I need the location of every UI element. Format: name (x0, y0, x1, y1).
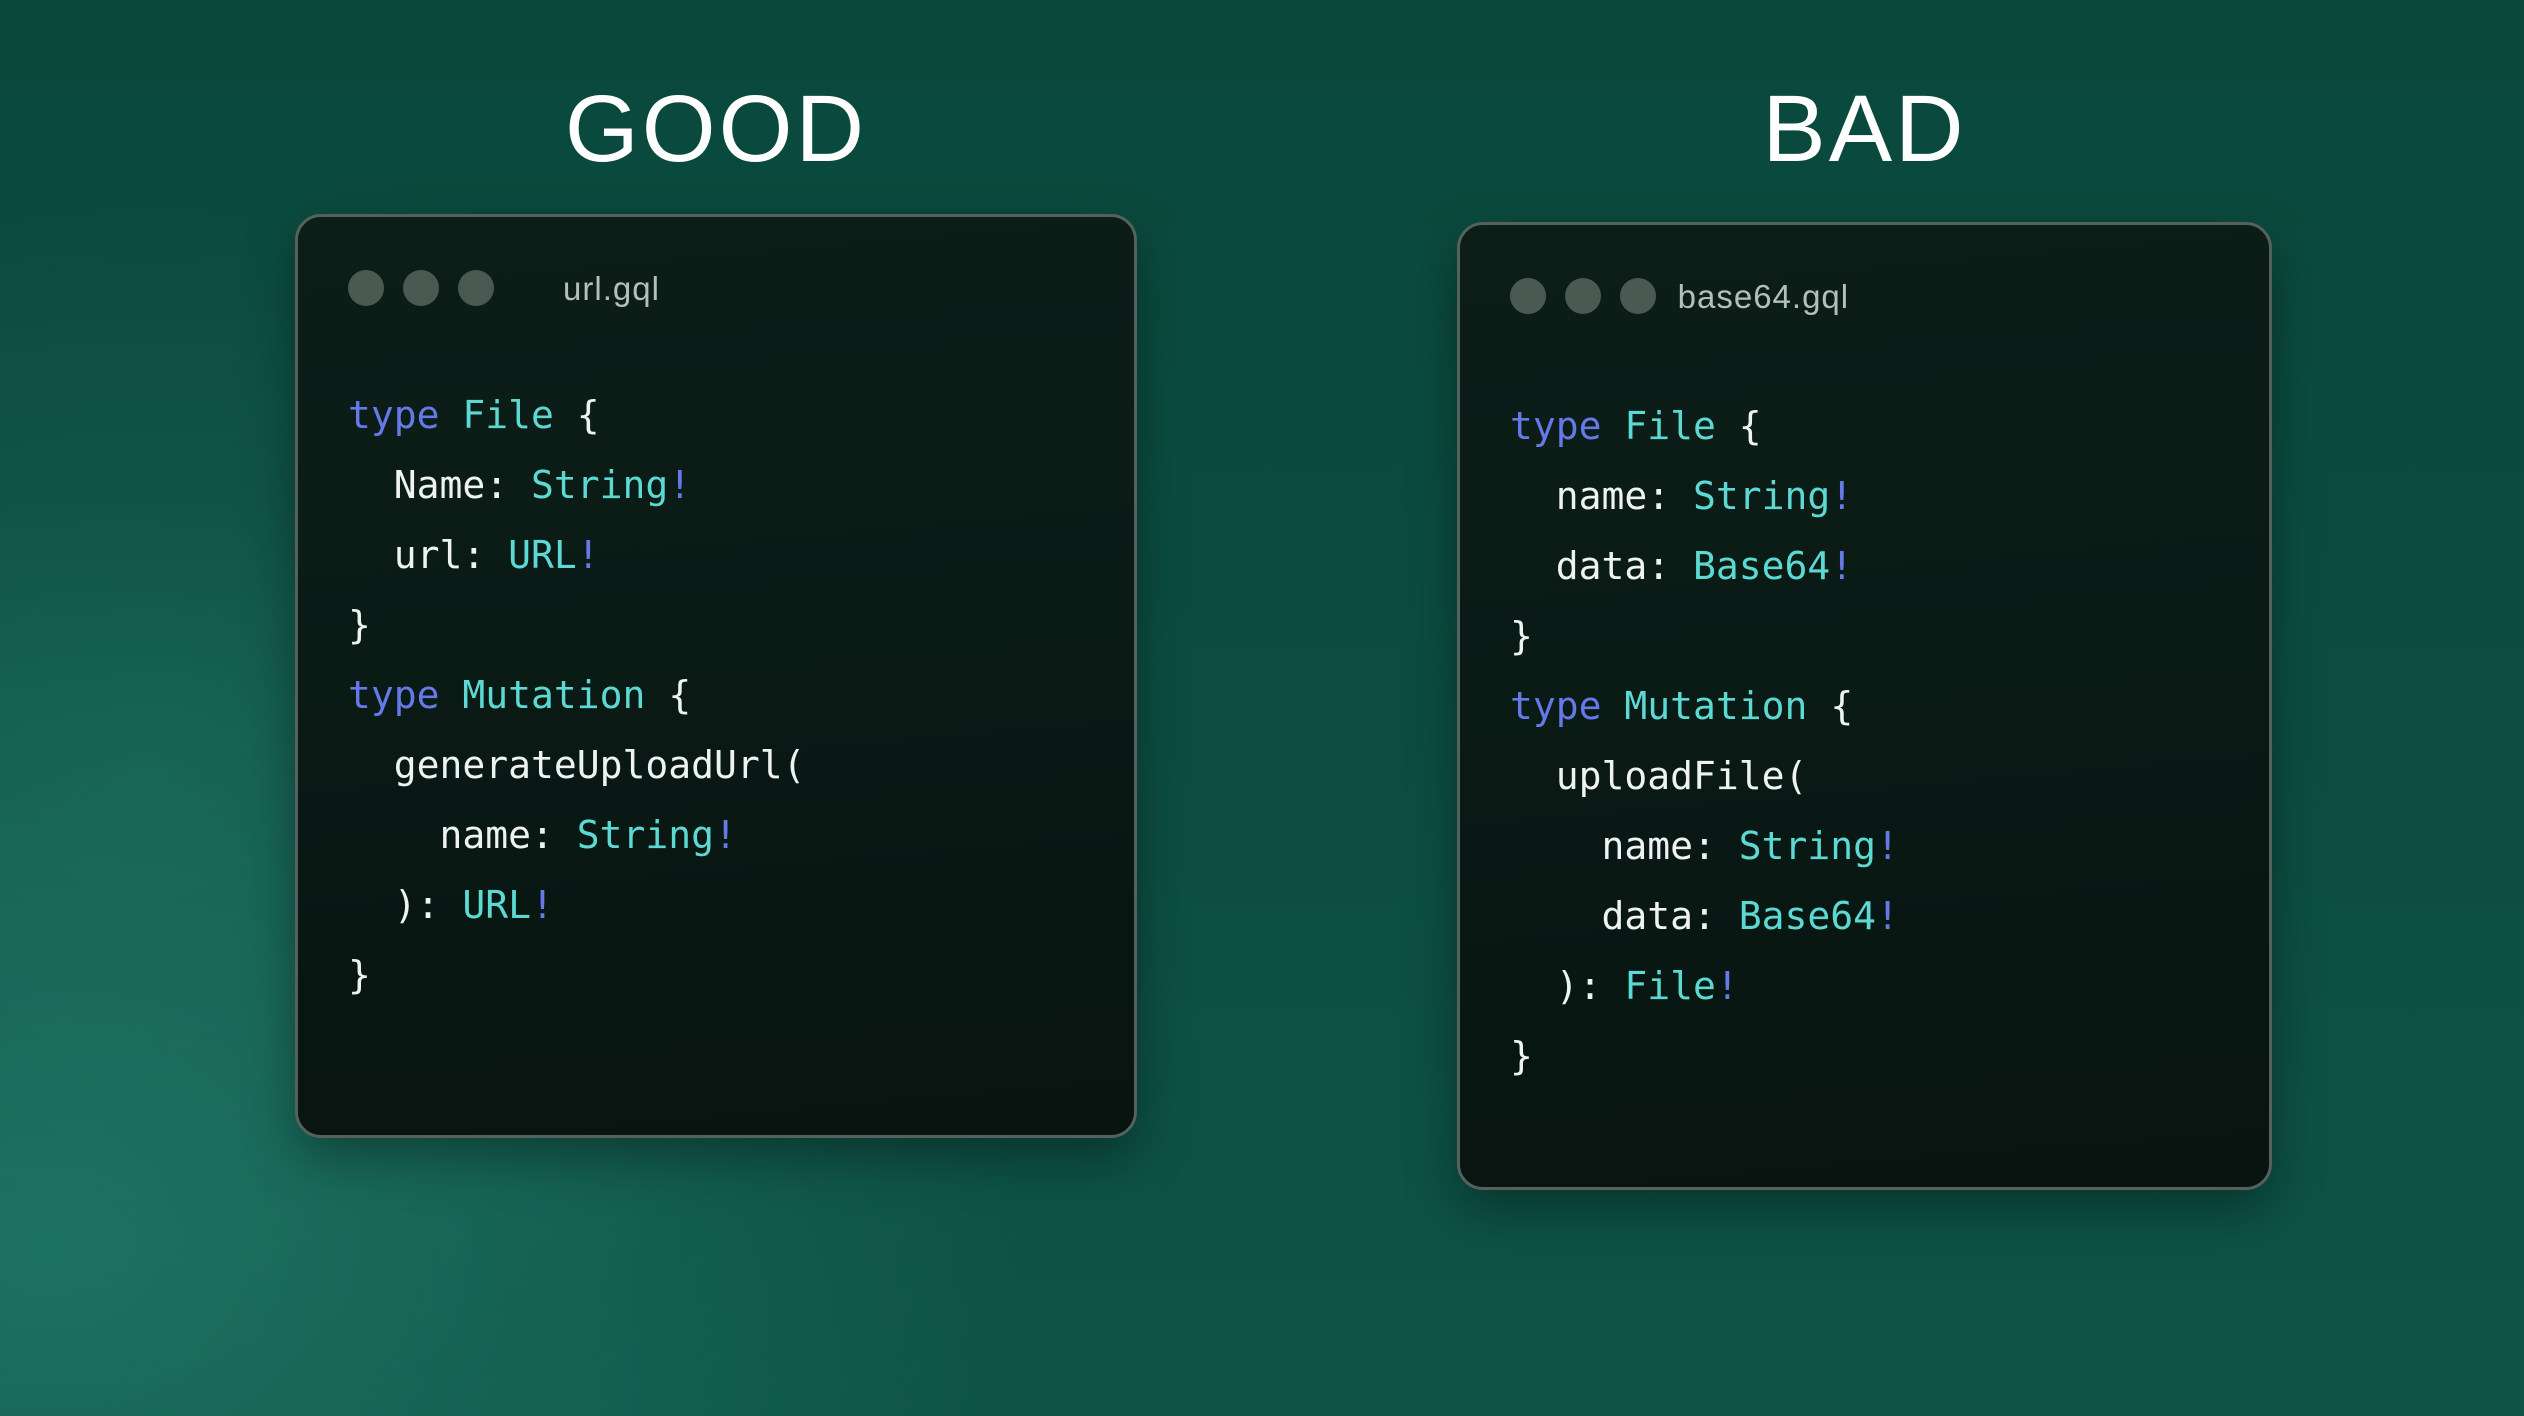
code-token-plain: } (348, 953, 371, 997)
code-token-typename: String (1693, 474, 1831, 518)
window-dot-icon (348, 270, 384, 306)
code-token-keyword: ! (531, 883, 554, 927)
code-token-plain: { (553, 393, 600, 437)
code-token-plain: Name: (348, 463, 532, 507)
code-token-plain: data: (1510, 544, 1694, 588)
code-token-plain: } (1510, 614, 1533, 658)
code-token-keyword: ! (668, 463, 692, 507)
code-token-plain: name: (1510, 474, 1694, 518)
code-token-plain: name: (348, 813, 577, 857)
code-token-typename: String (1738, 824, 1877, 868)
code-line: generateUploadUrl( (348, 730, 806, 800)
code-line: uploadFile( (1510, 741, 1899, 811)
code-token-keyword: ! (1830, 544, 1854, 588)
window-controls (1510, 278, 1656, 314)
code-token-plain: } (1510, 1034, 1533, 1078)
code-token-typename: String (531, 463, 669, 507)
code-line: } (1510, 601, 1899, 671)
code-token-keyword: ! (1876, 824, 1899, 868)
code-token-plain (440, 673, 463, 717)
code-window-bad: base64.gql type File { name: String! dat… (1457, 222, 2272, 1190)
code-token-plain (440, 393, 463, 437)
code-token-typename: File (1624, 404, 1716, 448)
code-token-typename: URL (508, 533, 577, 577)
code-line: name: String! (1510, 811, 1899, 881)
code-token-typename: File (1624, 964, 1716, 1008)
code-line: type File { (1510, 391, 1899, 461)
code-token-keyword: type (348, 393, 440, 437)
window-dot-icon (1565, 278, 1601, 314)
code-token-typename: Base64 (1693, 544, 1831, 588)
code-token-plain (1602, 404, 1625, 448)
code-line: data: Base64! (1510, 531, 1899, 601)
window-controls (348, 270, 494, 306)
code-token-plain: ): (1510, 964, 1625, 1008)
code-token-plain: generateUploadUrl( (348, 743, 806, 787)
code-token-typename: Base64 (1738, 894, 1877, 938)
code-line: type Mutation { (1510, 671, 1899, 741)
code-line: name: String! (348, 800, 806, 870)
code-token-typename: Mutation (1624, 684, 1808, 728)
code-editor-bad: type File { name: String! data: Base64!}… (1510, 391, 1899, 1091)
code-token-typename: File (462, 393, 554, 437)
code-line: url: URL! (348, 520, 806, 590)
verdict-title-bad: BAD (1762, 76, 1967, 182)
window-filename: base64.gql (1677, 278, 1850, 315)
code-line: } (348, 940, 806, 1010)
code-token-plain (1602, 684, 1625, 728)
code-token-plain: uploadFile( (1510, 754, 1808, 798)
code-token-plain: } (348, 603, 371, 647)
code-line: type File { (348, 380, 806, 450)
code-line: } (1510, 1021, 1899, 1091)
code-token-typename: URL (462, 883, 532, 927)
code-token-plain: data: (1510, 894, 1739, 938)
code-editor-good: type File { Name: String! url: URL!} type… (348, 380, 806, 1010)
code-token-keyword: ! (714, 813, 737, 857)
window-dot-icon (458, 270, 494, 306)
window-dot-icon (1620, 278, 1656, 314)
window-dot-icon (403, 270, 439, 306)
code-line: ): URL! (348, 870, 806, 940)
code-token-typename: String (576, 813, 715, 857)
code-token-keyword: type (1510, 684, 1602, 728)
code-token-typename: Mutation (462, 673, 646, 717)
code-token-plain: ): (348, 883, 463, 927)
code-window-good: url.gql type File { Name: String! url: U… (295, 214, 1137, 1138)
code-line: Name: String! (348, 450, 806, 520)
code-line: } (348, 590, 806, 660)
code-token-plain: name: (1510, 824, 1739, 868)
code-token-keyword: ! (576, 533, 600, 577)
code-token-plain: { (645, 673, 692, 717)
verdict-title-good: GOOD (564, 76, 868, 182)
code-token-keyword: ! (1830, 474, 1854, 518)
code-token-plain: { (1715, 404, 1762, 448)
code-line: name: String! (1510, 461, 1899, 531)
code-line: ): File! (1510, 951, 1899, 1021)
code-line: type Mutation { (348, 660, 806, 730)
code-token-plain: { (1807, 684, 1854, 728)
code-token-keyword: type (1510, 404, 1602, 448)
code-token-plain: url: (348, 533, 509, 577)
window-filename: url.gql (563, 270, 660, 307)
code-token-keyword: ! (1715, 964, 1739, 1008)
window-dot-icon (1510, 278, 1546, 314)
code-token-keyword: type (348, 673, 440, 717)
code-token-keyword: ! (1876, 894, 1899, 938)
code-line: data: Base64! (1510, 881, 1899, 951)
